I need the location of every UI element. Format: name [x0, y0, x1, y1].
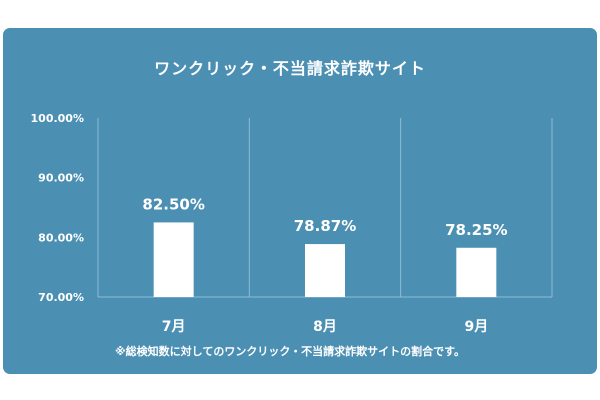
value-labels: 82.50% 78.87% 78.25% [142, 195, 507, 238]
chart-card [3, 28, 597, 374]
bar-value-label: 78.87% [294, 217, 356, 235]
bar-2 [305, 244, 345, 297]
y-tick-label: 90.00% [38, 172, 84, 185]
x-tick-label: 9月 [464, 319, 488, 335]
y-tick-label: 100.00% [31, 112, 84, 125]
y-axis-ticks: 70.00% 80.00% 90.00% 100.00% [31, 112, 84, 304]
bar-value-label: 78.25% [445, 221, 507, 239]
y-tick-label: 70.00% [38, 291, 84, 304]
bar-value-label: 82.50% [142, 195, 204, 213]
y-tick-label: 80.00% [38, 231, 84, 244]
bars [153, 222, 497, 297]
bar-1 [153, 222, 194, 297]
x-tick-label: 7月 [162, 319, 186, 335]
chart-footnote: ※総検知数に対してのワンクリック・不当請求詐欺サイトの割合です。 [114, 345, 466, 358]
bar-3 [456, 247, 497, 297]
x-axis-ticks: 7月 8月 9月 [162, 319, 488, 335]
chart-title: ワンクリック・不当請求詐欺サイト [154, 59, 426, 78]
x-tick-label: 8月 [313, 319, 337, 335]
